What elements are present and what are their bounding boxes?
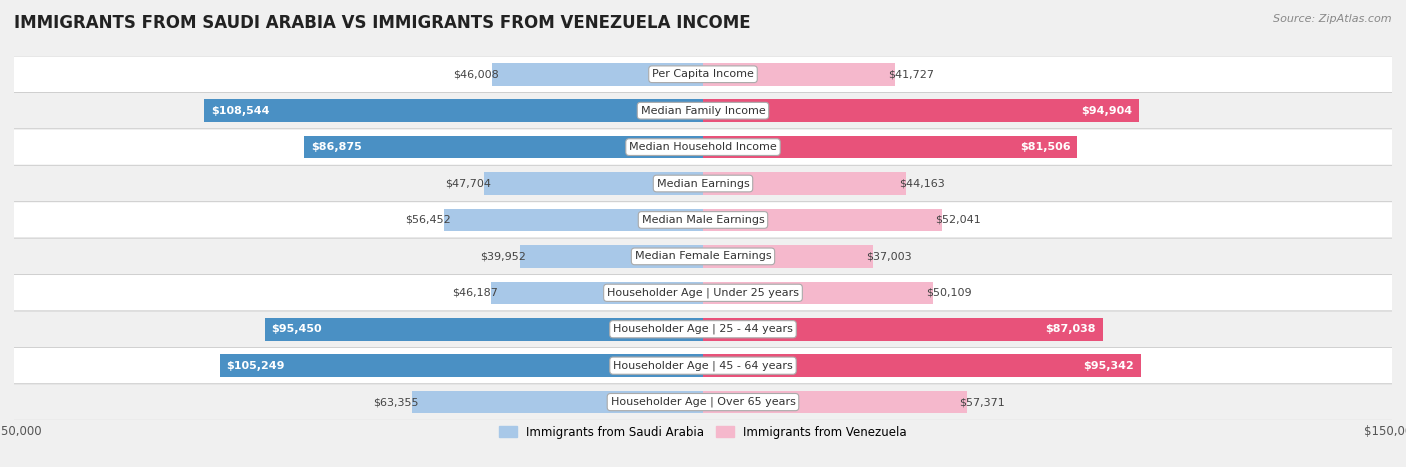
FancyBboxPatch shape [0, 202, 1406, 238]
Text: $57,371: $57,371 [960, 397, 1005, 407]
Legend: Immigrants from Saudi Arabia, Immigrants from Venezuela: Immigrants from Saudi Arabia, Immigrants… [495, 421, 911, 444]
Bar [492, 63, 703, 85]
Bar [264, 318, 703, 340]
Text: Householder Age | 45 - 64 years: Householder Age | 45 - 64 years [613, 361, 793, 371]
Bar [519, 245, 703, 268]
Text: $108,544: $108,544 [211, 106, 270, 116]
Text: IMMIGRANTS FROM SAUDI ARABIA VS IMMIGRANTS FROM VENEZUELA INCOME: IMMIGRANTS FROM SAUDI ARABIA VS IMMIGRAN… [14, 14, 751, 32]
Text: $63,355: $63,355 [374, 397, 419, 407]
Text: Householder Age | Under 25 years: Householder Age | Under 25 years [607, 288, 799, 298]
Text: Median Male Earnings: Median Male Earnings [641, 215, 765, 225]
Bar [703, 136, 1077, 158]
FancyBboxPatch shape [0, 275, 1406, 311]
Bar [703, 245, 873, 268]
Text: Median Household Income: Median Household Income [628, 142, 778, 152]
Bar [491, 282, 703, 304]
Bar [484, 172, 703, 195]
Bar [703, 391, 966, 413]
Text: Median Earnings: Median Earnings [657, 178, 749, 189]
Text: $47,704: $47,704 [444, 178, 491, 189]
Text: Median Family Income: Median Family Income [641, 106, 765, 116]
Bar [703, 282, 934, 304]
Bar [204, 99, 703, 122]
Bar [703, 63, 894, 85]
Bar [219, 354, 703, 377]
Text: Householder Age | Over 65 years: Householder Age | Over 65 years [610, 397, 796, 407]
Text: $52,041: $52,041 [935, 215, 981, 225]
Text: $86,875: $86,875 [311, 142, 361, 152]
Text: $56,452: $56,452 [405, 215, 450, 225]
Bar [412, 391, 703, 413]
Text: $81,506: $81,506 [1019, 142, 1070, 152]
Text: $94,904: $94,904 [1081, 106, 1132, 116]
Text: Source: ZipAtlas.com: Source: ZipAtlas.com [1274, 14, 1392, 24]
FancyBboxPatch shape [0, 238, 1406, 275]
FancyBboxPatch shape [0, 129, 1406, 165]
Bar [703, 99, 1139, 122]
Bar [703, 209, 942, 231]
FancyBboxPatch shape [0, 384, 1406, 420]
Bar [304, 136, 703, 158]
Text: $44,163: $44,163 [898, 178, 945, 189]
Text: $95,450: $95,450 [271, 324, 322, 334]
Text: Householder Age | 25 - 44 years: Householder Age | 25 - 44 years [613, 324, 793, 334]
FancyBboxPatch shape [0, 92, 1406, 129]
Text: $95,342: $95,342 [1083, 361, 1135, 371]
Bar [703, 318, 1102, 340]
Text: $46,187: $46,187 [451, 288, 498, 298]
FancyBboxPatch shape [0, 165, 1406, 202]
Text: $41,727: $41,727 [887, 69, 934, 79]
Text: $39,952: $39,952 [481, 251, 526, 262]
Text: $50,109: $50,109 [927, 288, 972, 298]
Text: Median Female Earnings: Median Female Earnings [634, 251, 772, 262]
Text: $46,008: $46,008 [453, 69, 499, 79]
FancyBboxPatch shape [0, 56, 1406, 92]
Text: Per Capita Income: Per Capita Income [652, 69, 754, 79]
Text: $87,038: $87,038 [1046, 324, 1095, 334]
Bar [703, 172, 905, 195]
FancyBboxPatch shape [0, 347, 1406, 384]
Text: $37,003: $37,003 [866, 251, 911, 262]
FancyBboxPatch shape [0, 311, 1406, 347]
Bar [703, 354, 1140, 377]
Text: $105,249: $105,249 [226, 361, 285, 371]
Bar [444, 209, 703, 231]
